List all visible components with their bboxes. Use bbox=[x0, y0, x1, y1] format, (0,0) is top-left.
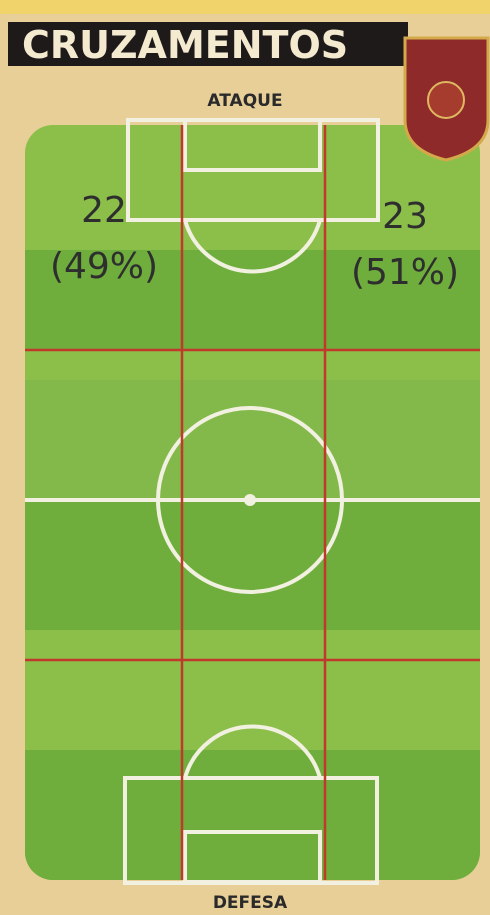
right-share: (51%) bbox=[351, 252, 459, 293]
top-label: ATAQUE bbox=[207, 91, 282, 111]
title: CRUZAMENTOS bbox=[22, 23, 348, 67]
right-count: 23 bbox=[382, 196, 428, 237]
infographic: CRUZAMENTOS ATAQUE bbox=[0, 0, 490, 915]
stripe bbox=[25, 500, 480, 630]
top-strip bbox=[0, 0, 490, 14]
center-spot bbox=[244, 494, 256, 506]
page: CRUZAMENTOS ATAQUE bbox=[0, 0, 490, 915]
badge bbox=[405, 38, 488, 160]
left-share: (49%) bbox=[50, 246, 158, 287]
stripe bbox=[25, 380, 480, 500]
bottom-label: DEFESA bbox=[213, 893, 288, 913]
left-count: 22 bbox=[81, 190, 127, 231]
stripe bbox=[25, 750, 480, 880]
badge-emblem bbox=[428, 82, 464, 118]
